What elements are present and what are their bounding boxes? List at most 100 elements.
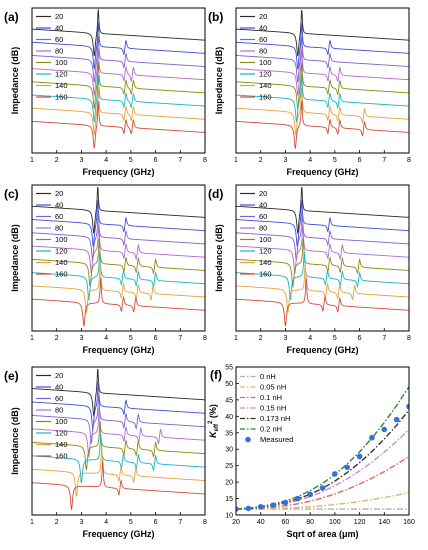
measured-point — [344, 464, 351, 471]
series-line-160 — [32, 277, 205, 327]
x-tick-label: 3 — [79, 157, 83, 164]
legend-entry: 20 — [55, 189, 63, 198]
legend-entry: 80 — [259, 47, 267, 56]
series-line-140 — [32, 447, 205, 497]
x-tick-label: 5 — [129, 519, 133, 526]
x-axis-title: Sqrt of area (μm) — [286, 529, 358, 539]
legend-entry: 20 — [55, 371, 63, 380]
legend-entry: 100 — [55, 417, 68, 426]
x-tick-label: 2 — [259, 157, 263, 164]
curves — [32, 9, 205, 149]
x-tick-label: 20 — [232, 519, 240, 526]
x-tick-label: 1 — [30, 519, 34, 526]
series-line-60 — [32, 211, 205, 261]
x-tick-label: 4 — [308, 157, 312, 164]
legend-entry: 140 — [259, 81, 272, 90]
legend: 0 nH 0.05 nH0.1 nH 0.15 nH0.173 nH 0.2 nHMe… — [240, 372, 293, 444]
x-tick-label: 1 — [30, 335, 34, 342]
x-tick-label: 7 — [178, 335, 182, 342]
x-tick-label: 8 — [203, 157, 207, 164]
legend-entry: 0.15 nH — [260, 404, 286, 413]
x-tick-label: 3 — [283, 157, 287, 164]
legend-entry: 140 — [259, 258, 272, 267]
plot-frame — [31, 366, 206, 516]
x-tick-label: 2 — [55, 157, 59, 164]
legend-entry: 0 nH — [260, 372, 276, 381]
measured-point — [245, 505, 252, 512]
legend-entry: 0.1 nH — [260, 393, 282, 402]
legend: 20 40 60 80 100 120 140 160 — [240, 189, 272, 279]
x-tick-label: 5 — [333, 157, 337, 164]
x-tick-label: 6 — [358, 335, 362, 342]
legend-entry: 60 — [55, 35, 63, 44]
series-line-100 — [236, 238, 409, 289]
legend-swatch — [245, 436, 251, 443]
series-line-100 — [32, 238, 205, 287]
series-line-40 — [236, 199, 409, 247]
panel-label: (d) — [208, 187, 223, 201]
legend-entry: 60 — [259, 212, 267, 221]
series-line-20 — [32, 9, 205, 56]
legend-entry: 100 — [55, 235, 68, 244]
legend: 20 40 60 80 100 120 140 160 — [36, 12, 68, 102]
measured-point — [307, 491, 313, 498]
measured-point — [257, 503, 264, 510]
x-tick-label: 2 — [55, 519, 59, 526]
x-axis-title: Frequency (GHz) — [286, 345, 358, 355]
legend-entry: 120 — [259, 70, 272, 79]
series-line-20 — [32, 186, 205, 234]
series-line-20 — [32, 369, 205, 417]
impedance-panel-4: 1 2 3 4 5 6 7 8 Frequency (GHz) Impedance (dB) (e)… — [4, 366, 207, 539]
x-tick-label: 7 — [382, 335, 386, 342]
series-line-20 — [236, 186, 409, 234]
series-line-80 — [236, 224, 409, 274]
x-tick-label: 2 — [55, 335, 59, 342]
plot-frame — [31, 184, 206, 332]
series-line-80 — [32, 48, 205, 96]
legend-entry: 140 — [55, 81, 68, 90]
y-axis-title: Impedance (dB) — [214, 224, 224, 292]
legend-entry: 120 — [55, 70, 68, 79]
legend-entry: 140 — [55, 258, 68, 267]
series-line-60 — [236, 36, 409, 83]
curves — [32, 186, 205, 327]
x-tick-label: 7 — [382, 157, 386, 164]
x-tick-label: 80 — [306, 519, 314, 526]
legend-entry: 0.05 nH — [260, 383, 286, 392]
x-tick-label: 1 — [30, 157, 34, 164]
series-line-160 — [32, 460, 205, 512]
legend-entry: 80 — [55, 47, 63, 56]
x-tick-label: 8 — [407, 157, 411, 164]
legend-entry: 80 — [55, 406, 63, 415]
x-tick-label: 160 — [403, 519, 415, 526]
legend-entry: 20 — [259, 189, 267, 198]
x-tick-label: 1 — [234, 157, 238, 164]
curves — [236, 9, 409, 149]
impedance-panel-1: 1 2 3 4 5 6 7 8 Frequency (GHz) Impedance (dB) (b)… — [208, 7, 411, 177]
x-tick-label: 5 — [333, 335, 337, 342]
x-tick-label: 4 — [104, 157, 108, 164]
y-tick-label: 45 — [225, 397, 233, 404]
y-tick-label: 50 — [225, 381, 233, 388]
series-line-20 — [236, 9, 409, 57]
legend-entry: 40 — [55, 201, 63, 210]
series-line-40 — [32, 22, 205, 70]
series-line-100 — [32, 421, 205, 471]
panel-label: (a) — [4, 10, 19, 24]
series-line-0.1-nH — [236, 455, 409, 510]
x-tick-label: 7 — [178, 519, 182, 526]
x-tick-label: 40 — [257, 519, 265, 526]
legend: 20 40 60 80 100 120 140 160 — [36, 371, 68, 461]
x-tick-label: 100 — [329, 519, 341, 526]
measured-point — [294, 495, 301, 502]
legend-entry: 40 — [55, 24, 63, 33]
curves — [236, 186, 409, 327]
x-tick-label: 3 — [283, 335, 287, 342]
series-line-120 — [32, 434, 205, 484]
measured-point — [369, 434, 375, 441]
x-tick-label: 6 — [154, 519, 158, 526]
x-tick-label: 140 — [378, 519, 390, 526]
series-line-100 — [32, 62, 205, 109]
